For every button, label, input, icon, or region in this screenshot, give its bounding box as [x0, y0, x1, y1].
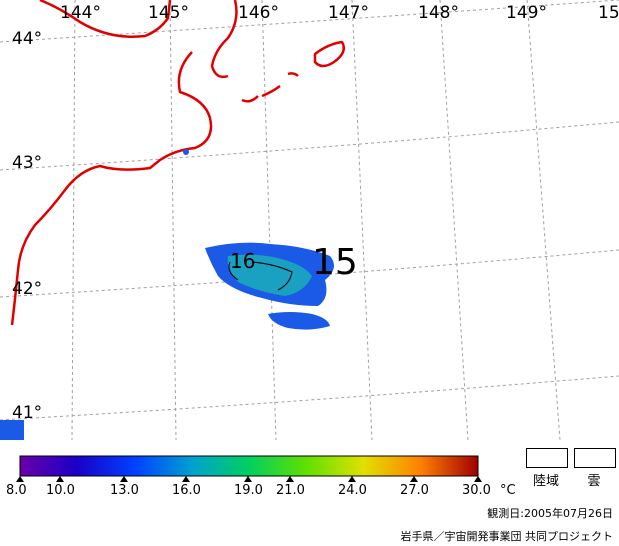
lat-label-41: 41°: [12, 403, 42, 423]
sst-map: 16 15 144° 145° 146° 147° 148° 149° 15 4…: [0, 0, 619, 440]
land-legend-label: 陸域: [532, 474, 559, 489]
colorbar-tick-24: 24.0: [338, 483, 367, 498]
graticule: [0, 0, 619, 440]
colorbar-tick-21: 21.0: [276, 483, 305, 498]
colorbar-tick-16: 16.0: [172, 483, 201, 498]
lon-label-150: 15: [598, 3, 619, 23]
colorbar-tick-30: 30.0: [462, 483, 491, 498]
colorbar-unit: °C: [500, 483, 516, 498]
coastline: [10, 0, 345, 326]
lat-label-44: 44°: [12, 29, 42, 49]
land-legend-swatch: [526, 448, 568, 468]
lon-label-149: 149°: [506, 3, 547, 23]
lat-label-43: 43°: [12, 153, 42, 173]
cloud-legend-swatch: [574, 448, 616, 468]
credit-line: 岩手県／宇宙開発事業団 共同プロジェクト: [400, 530, 614, 543]
observation-date: 観測日:2005年07月26日: [487, 507, 613, 520]
lon-label-148: 148°: [418, 3, 459, 23]
colorbar-tick-marks: [16, 476, 482, 482]
lon-label-146: 146°: [238, 3, 279, 23]
contour-label-15: 15: [312, 242, 358, 283]
lon-label-145: 145°: [148, 3, 189, 23]
colorbar-tick-19: 19.0: [234, 483, 263, 498]
lat-label-42: 42°: [12, 279, 42, 299]
colorbar-tick-13: 13.0: [110, 483, 139, 498]
lon-label-144: 144°: [60, 3, 101, 23]
colorbar-gradient: [19, 455, 479, 477]
contour-label-16: 16: [230, 249, 255, 273]
colorbar-tick-10: 10.0: [46, 483, 75, 498]
colorbar-tick-8: 8.0: [6, 483, 27, 498]
lon-label-147: 147°: [328, 3, 369, 23]
colorbar-tick-27: 27.0: [400, 483, 429, 498]
temperature-colorbar: 8.0 10.0 13.0 16.0 19.0 21.0 24.0 27.0 3…: [6, 455, 516, 498]
cloud-legend-label: 雲: [587, 474, 601, 489]
sst-patch: [0, 149, 334, 440]
